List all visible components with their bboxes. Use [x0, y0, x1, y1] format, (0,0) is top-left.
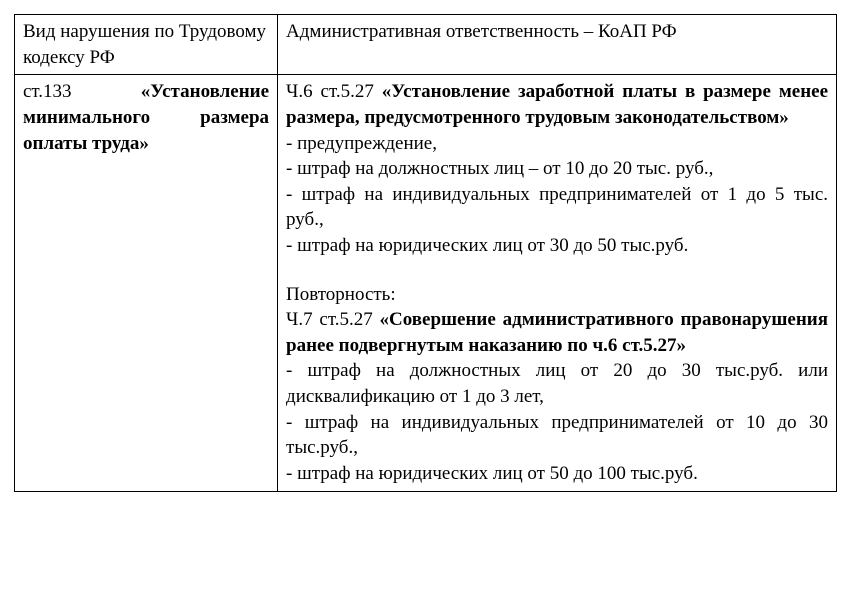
section-1-item: - штраф на индивидуальных предпринимател… — [286, 182, 828, 233]
repeat-label: Повторность: — [286, 282, 828, 308]
header-cell-liability: Административная ответственность – КоАП … — [278, 15, 837, 75]
cell-liability: Ч.6 ст.5.27 «Установление заработной пла… — [278, 75, 837, 491]
cell-violation: ст.133 «Установление минимального размер… — [15, 75, 278, 491]
table-row: ст.133 «Установление минимального размер… — [15, 75, 837, 491]
section-2-item: - штраф на юридических лиц от 50 до 100 … — [286, 461, 828, 487]
spacer — [286, 259, 828, 282]
header-cell-violation-type: Вид нарушения по Трудовому кодексу РФ — [15, 15, 278, 75]
table-header-row: Вид нарушения по Трудовому кодексу РФ Ад… — [15, 15, 837, 75]
header-text-2: Административная ответственность – КоАП … — [286, 21, 677, 42]
section-1-prefix: Ч.6 ст.5.27 — [286, 81, 374, 102]
section-1-item: - штраф на юридических лиц от 30 до 50 т… — [286, 233, 828, 259]
violation-article-prefix: ст.133 — [23, 81, 72, 102]
section-2-item: - штраф на индивидуальных предпринимател… — [286, 410, 828, 461]
section-2-prefix: Ч.7 ст.5.27 — [286, 309, 373, 330]
section-1-heading: Ч.6 ст.5.27 «Установление заработной пла… — [286, 79, 828, 130]
section-2-item: - штраф на должностных лиц от 20 до 30 т… — [286, 358, 828, 409]
section-1-item: - штраф на должностных лиц – от 10 до 20… — [286, 156, 828, 182]
section-2-heading: Ч.7 ст.5.27 «Совершение административног… — [286, 307, 828, 358]
header-text-1: Вид нарушения по Трудовому кодексу РФ — [23, 21, 266, 68]
section-1-item: - предупреждение, — [286, 131, 828, 157]
violations-table: Вид нарушения по Трудовому кодексу РФ Ад… — [14, 14, 837, 492]
